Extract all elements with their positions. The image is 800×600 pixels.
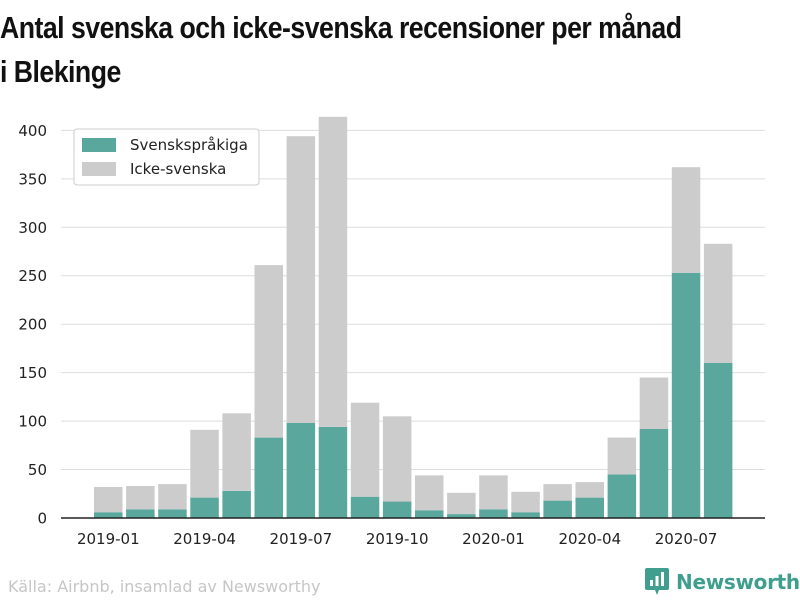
y-tick-label-0: 0 <box>37 510 47 528</box>
bar-svenskspråkiga-2019-02 <box>126 509 155 518</box>
bar-icke-svenska-2019-01 <box>94 487 123 513</box>
y-tick-label-150: 150 <box>18 364 47 382</box>
bar-svenskspråkiga-2020-02 <box>511 512 540 518</box>
y-tick-label-300: 300 <box>18 219 47 237</box>
legend-label-svenskspråkiga: Svenskspråkiga <box>130 136 248 154</box>
legend-box <box>73 128 260 186</box>
brand-name: Newsworthy <box>676 570 800 594</box>
bar-svenskspråkiga-2020-05 <box>607 474 637 518</box>
bar-icke-svenska-2020-08 <box>703 243 733 363</box>
bar-icke-svenska-2019-10 <box>382 416 412 502</box>
newsworthy-logo-icon <box>645 568 669 595</box>
bar-icke-svenska-2020-04 <box>575 482 604 498</box>
x-axis: 2019-01 2019-04 2019-07 2019-10 2020-01 2020-… <box>61 517 765 548</box>
bar-svenskspråkiga-2019-12 <box>447 514 476 518</box>
bar-icke-svenska-2019-06 <box>254 265 283 438</box>
source-note: Källa: Airbnb, insamlad av Newsworthy <box>8 577 321 596</box>
x-tick-label-2020-01: 2020-01 <box>462 530 525 548</box>
legend-label-icke-svenska: Icke-svenska <box>130 160 226 178</box>
x-tick-label-2020-07: 2020-07 <box>655 530 718 548</box>
bar-icke-svenska-2019-05 <box>222 413 251 491</box>
legend: Svenskspråkiga Icke-svenska <box>73 128 260 186</box>
bar-svenskspråkiga-2020-06 <box>639 428 669 518</box>
legend-swatch-svenskspråkiga <box>82 138 116 152</box>
bar-svenskspråkiga-2019-04 <box>190 497 219 518</box>
bar-icke-svenska-2019-12 <box>447 492 476 515</box>
bar-icke-svenska-2020-06 <box>639 377 669 429</box>
y-tick-label-100: 100 <box>18 413 47 431</box>
bar-svenskspråkiga-2020-07 <box>671 272 701 518</box>
x-tick-label-2019-10: 2019-10 <box>366 530 429 548</box>
y-tick-label-250: 250 <box>18 267 47 285</box>
bar-icke-svenska-2020-01 <box>479 475 508 510</box>
x-tick-label-2019-07: 2019-07 <box>270 530 333 548</box>
y-tick-label-200: 200 <box>18 316 47 334</box>
y-axis: 0 50 100 150 200 250 300 350 400 <box>18 122 47 528</box>
bar-icke-svenska-2020-02 <box>511 491 540 513</box>
bar-svenskspråkiga-2020-01 <box>479 509 508 518</box>
x-tick-label-2020-04: 2020-04 <box>558 530 621 548</box>
x-tick-label-2019-04: 2019-04 <box>173 530 236 548</box>
bar-icke-svenska-2019-03 <box>158 484 187 510</box>
bar-svenskspråkiga-2019-03 <box>158 509 187 518</box>
chart-title: Antal svenska och icke-svenska recension… <box>0 10 682 89</box>
y-tick-label-350: 350 <box>18 170 47 188</box>
bar-svenskspråkiga-2020-03 <box>543 500 572 518</box>
bar-icke-svenska-2019-04 <box>190 429 219 498</box>
bar-icke-svenska-2019-07 <box>286 136 316 423</box>
bar-icke-svenska-2020-07 <box>671 167 701 273</box>
brand-logo: Newsworthy <box>644 567 800 597</box>
bar-svenskspråkiga-2019-08 <box>318 426 348 518</box>
legend-swatch-icke-svenska <box>82 162 116 176</box>
bar-svenskspråkiga-2020-04 <box>575 497 604 518</box>
x-tick-label-2019-01: 2019-01 <box>77 530 140 548</box>
bar-svenskspråkiga-2019-06 <box>254 437 283 518</box>
y-tick-label-400: 400 <box>18 122 47 140</box>
bar-icke-svenska-2020-05 <box>607 437 637 475</box>
bar-svenskspråkiga-2020-08 <box>703 363 733 518</box>
bar-svenskspråkiga-2019-01 <box>94 512 123 518</box>
bar-icke-svenska-2019-11 <box>415 475 444 511</box>
bar-icke-svenska-2019-09 <box>350 402 380 497</box>
y-tick-label-50: 50 <box>28 461 47 479</box>
bar-svenskspråkiga-2019-11 <box>415 510 444 518</box>
bar-icke-svenska-2019-08 <box>318 116 348 427</box>
bar-svenskspråkiga-2019-10 <box>382 501 412 518</box>
bar-svenskspråkiga-2019-05 <box>222 490 251 518</box>
bar-icke-svenska-2019-02 <box>126 486 155 510</box>
bar-icke-svenska-2020-03 <box>543 484 572 501</box>
bar-svenskspråkiga-2019-07 <box>286 423 316 518</box>
bar-svenskspråkiga-2019-09 <box>350 496 380 518</box>
bars <box>94 116 733 518</box>
